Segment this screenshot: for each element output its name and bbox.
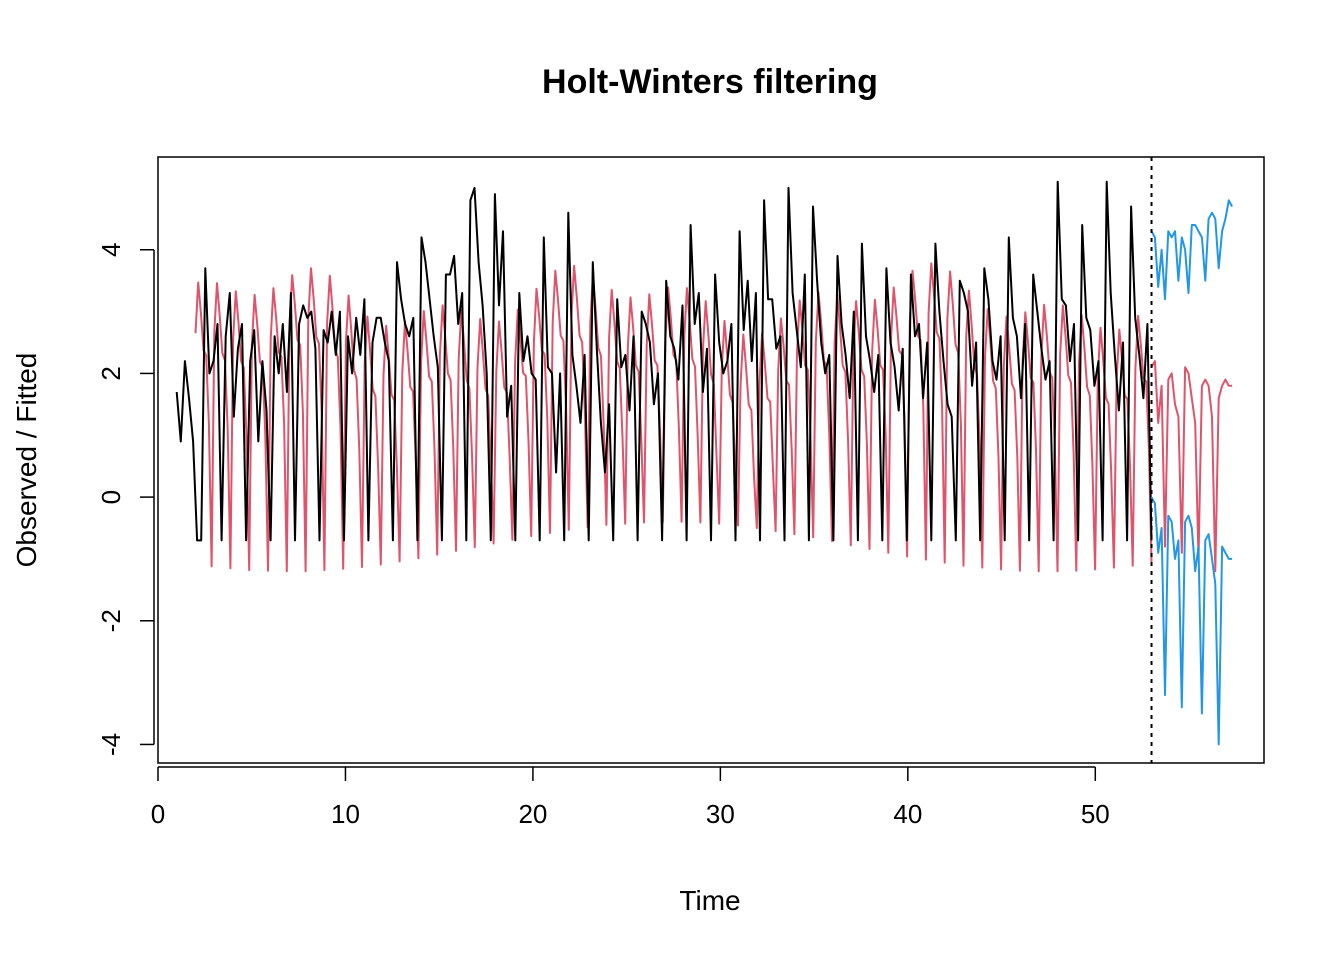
- x-axis-label: Time: [679, 885, 740, 916]
- forecast-lower-line: [1150, 496, 1233, 746]
- x-tick-label: 40: [893, 799, 922, 829]
- y-axis-label: Observed / Fitted: [11, 353, 42, 568]
- fitted-line: [194, 262, 1153, 573]
- x-axis: 0 10 20 30 40 50: [151, 766, 1110, 829]
- y-tick-label: -2: [96, 609, 126, 632]
- forecast-line: [1150, 360, 1233, 573]
- chart-title: Holt-Winters filtering: [542, 63, 878, 101]
- y-axis: -4 -2 0 2 4: [96, 243, 155, 756]
- y-tick-label: 4: [96, 243, 126, 257]
- y-tick-label: -4: [96, 733, 126, 756]
- x-tick-label: 30: [706, 799, 735, 829]
- y-tick-label: 2: [96, 366, 126, 380]
- plot-frame: [157, 156, 1265, 764]
- observed-line: [175, 180, 1153, 542]
- series-layer: [175, 180, 1233, 746]
- x-tick-label: 20: [518, 799, 547, 829]
- x-tick-label: 50: [1081, 799, 1110, 829]
- forecast-upper-line: [1150, 199, 1233, 301]
- y-tick-label: 0: [96, 490, 126, 504]
- x-tick-label: 10: [331, 799, 360, 829]
- x-tick-label: 0: [151, 799, 165, 829]
